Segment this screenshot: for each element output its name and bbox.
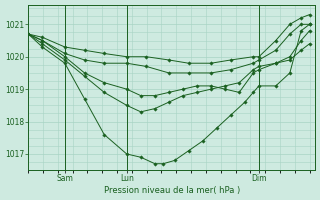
X-axis label: Pression niveau de la mer( hPa ): Pression niveau de la mer( hPa ) xyxy=(104,186,240,195)
